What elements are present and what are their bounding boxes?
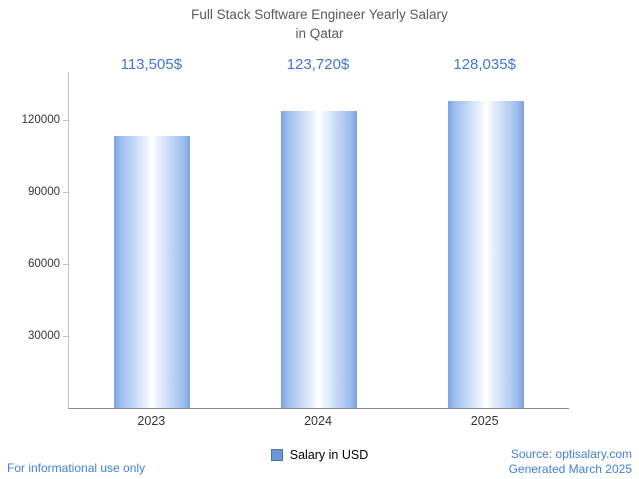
source-link[interactable]: Source: optisalary.com (510, 447, 632, 461)
y-tick-label: 30000 (28, 330, 60, 342)
y-tick-mark (63, 192, 69, 193)
bar-2023 (114, 135, 191, 408)
y-tick-label: 90000 (28, 186, 60, 198)
chart-title: Full Stack Software Engineer Yearly Sala… (0, 6, 639, 44)
chart-title-line2: in Qatar (295, 25, 344, 41)
bar-2025 (447, 100, 524, 408)
bar-value-label: 123,720$ (286, 56, 350, 73)
x-axis-label: 2024 (304, 414, 332, 428)
bar-2024 (281, 111, 357, 408)
x-axis-label: 2025 (470, 414, 499, 428)
plot-area (63, 72, 569, 409)
y-axis-labels: 30000 60000 90000 120000 (0, 72, 66, 408)
value-label-row: 113,505$ 123,720$ 128,035$ (68, 56, 568, 76)
x-axis-label: 2023 (137, 414, 166, 428)
legend: Salary in USD (0, 448, 639, 462)
bar-value-label: 113,505$ (120, 56, 183, 73)
footer-source-block: Source: optisalary.com Generated March 2… (509, 447, 632, 477)
y-tick-label: 60000 (28, 258, 60, 270)
legend-swatch-icon (270, 449, 283, 461)
y-tick-mark (63, 264, 69, 265)
bar-value-label: 128,035$ (453, 56, 516, 73)
chart-title-line1: Full Stack Software Engineer Yearly Sala… (191, 7, 448, 22)
legend-label: Salary in USD (289, 448, 369, 462)
disclaimer-text: For informational use only (7, 461, 146, 475)
y-tick-mark (63, 120, 69, 121)
y-tick-label: 120000 (21, 114, 60, 126)
y-tick-mark (63, 336, 69, 337)
generated-date: Generated March 2025 (508, 462, 632, 476)
x-axis-labels: 2023 2024 2025 (68, 414, 568, 430)
